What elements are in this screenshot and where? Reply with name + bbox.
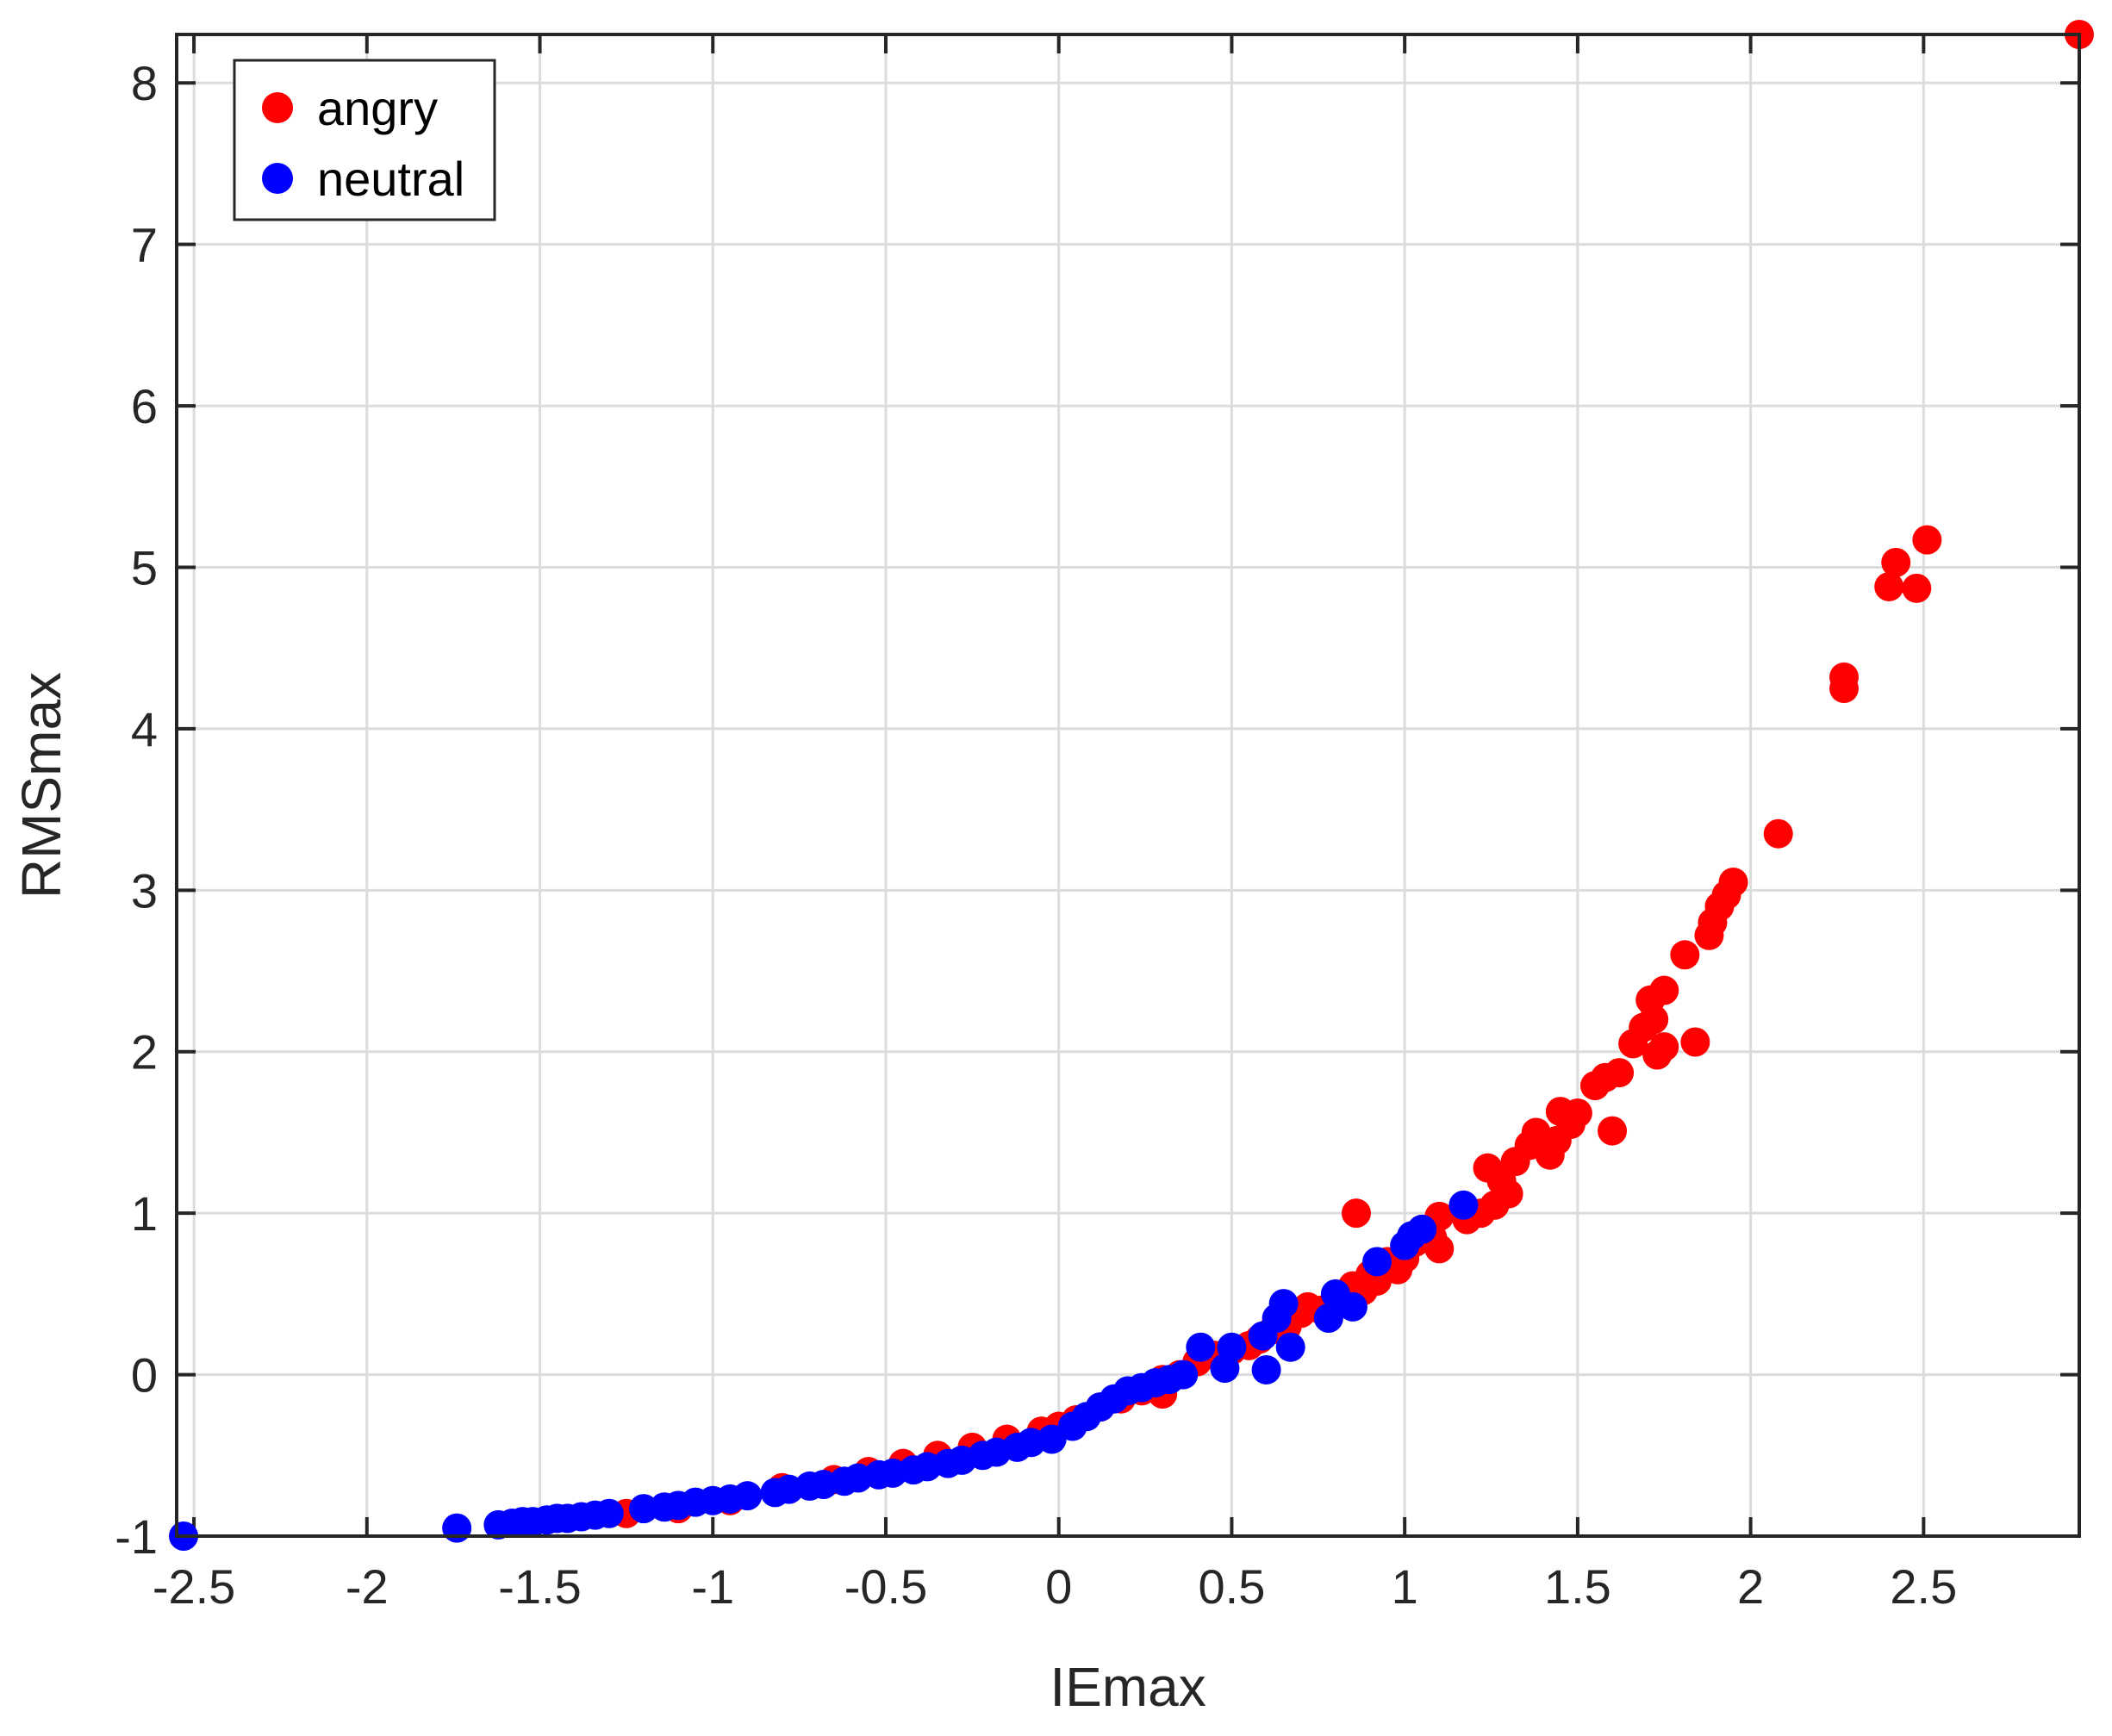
- x-tick-label: -1: [691, 1559, 734, 1614]
- y-tick-label: 3: [131, 863, 158, 918]
- y-tick-label: 7: [131, 218, 158, 272]
- x-tick-label: 2: [1737, 1559, 1764, 1614]
- data-point-angry: [1598, 1116, 1628, 1146]
- data-point-neutral: [1448, 1190, 1479, 1220]
- data-point-neutral: [1275, 1332, 1305, 1362]
- data-point-angry: [1473, 1153, 1503, 1183]
- axes-frame: [175, 33, 2081, 1538]
- legend-marker-angry: [262, 92, 293, 123]
- data-point-angry: [1680, 1027, 1710, 1057]
- y-tick-label: 4: [131, 702, 158, 756]
- x-tick-label: 0: [1045, 1559, 1072, 1614]
- x-tick-label: -2: [346, 1559, 389, 1614]
- data-point-angry: [1912, 525, 1942, 555]
- x-tick-label: -2.5: [153, 1559, 236, 1614]
- x-tick-label: 2.5: [1890, 1559, 1957, 1614]
- y-tick-label: 6: [131, 379, 158, 433]
- data-point-angry: [1829, 674, 1860, 704]
- legend-marker-neutral: [262, 163, 293, 194]
- data-point-neutral: [1268, 1289, 1299, 1319]
- y-tick-label: 2: [131, 1025, 158, 1080]
- data-point-neutral: [442, 1513, 472, 1543]
- data-point-angry: [1763, 818, 1793, 849]
- data-point-angry: [1881, 547, 1911, 577]
- data-point-neutral: [732, 1481, 763, 1511]
- data-points: [169, 20, 2094, 1551]
- y-axis-label: RMSmax: [10, 672, 72, 899]
- x-tick-label: -0.5: [844, 1559, 928, 1614]
- x-tick-label: 1.5: [1544, 1559, 1611, 1614]
- data-point-neutral: [1168, 1360, 1199, 1390]
- y-tick-label: 8: [131, 56, 158, 110]
- data-point-angry: [1902, 573, 1932, 603]
- data-point-neutral: [1407, 1214, 1437, 1244]
- data-point-neutral: [1313, 1303, 1343, 1333]
- data-point-angry: [1618, 1029, 1648, 1059]
- x-axis-label: IEmax: [1050, 1656, 1206, 1718]
- data-point-neutral: [1251, 1354, 1281, 1384]
- data-point-angry: [1874, 571, 1904, 601]
- y-tick-label: 5: [131, 540, 158, 594]
- x-tick-label: 1: [1392, 1559, 1418, 1614]
- x-tick-label: 0.5: [1199, 1559, 1266, 1614]
- data-point-neutral: [1186, 1332, 1216, 1362]
- data-point-angry: [1694, 920, 1724, 950]
- legend-label-neutral: neutral: [317, 152, 464, 206]
- x-tick-labels: -2.5 -2 -1.5 -1 -0.5 0 0.5 1 1.5 2 2.5: [153, 1559, 1957, 1614]
- legend: angry neutral: [233, 59, 496, 221]
- y-tick-label: -1: [115, 1509, 158, 1564]
- x-tick-label: -1.5: [498, 1559, 582, 1614]
- data-point-angry: [1424, 1234, 1455, 1264]
- data-point-neutral: [1362, 1247, 1392, 1277]
- data-point-angry: [1341, 1198, 1371, 1229]
- y-tick-labels: -1 0 1 2 3 4 5 6 7 8: [115, 56, 158, 1564]
- data-point-angry: [1642, 1040, 1673, 1070]
- data-point-angry: [1535, 1140, 1565, 1170]
- data-point-neutral: [1337, 1291, 1368, 1322]
- data-point-angry: [1579, 1071, 1610, 1101]
- y-tick-label: 0: [131, 1348, 158, 1403]
- legend-label-angry: angry: [317, 81, 438, 135]
- data-point-neutral: [594, 1498, 624, 1528]
- y-tick-label: 1: [131, 1186, 158, 1241]
- data-point-angry: [1670, 940, 1700, 970]
- data-point-neutral: [1217, 1332, 1247, 1362]
